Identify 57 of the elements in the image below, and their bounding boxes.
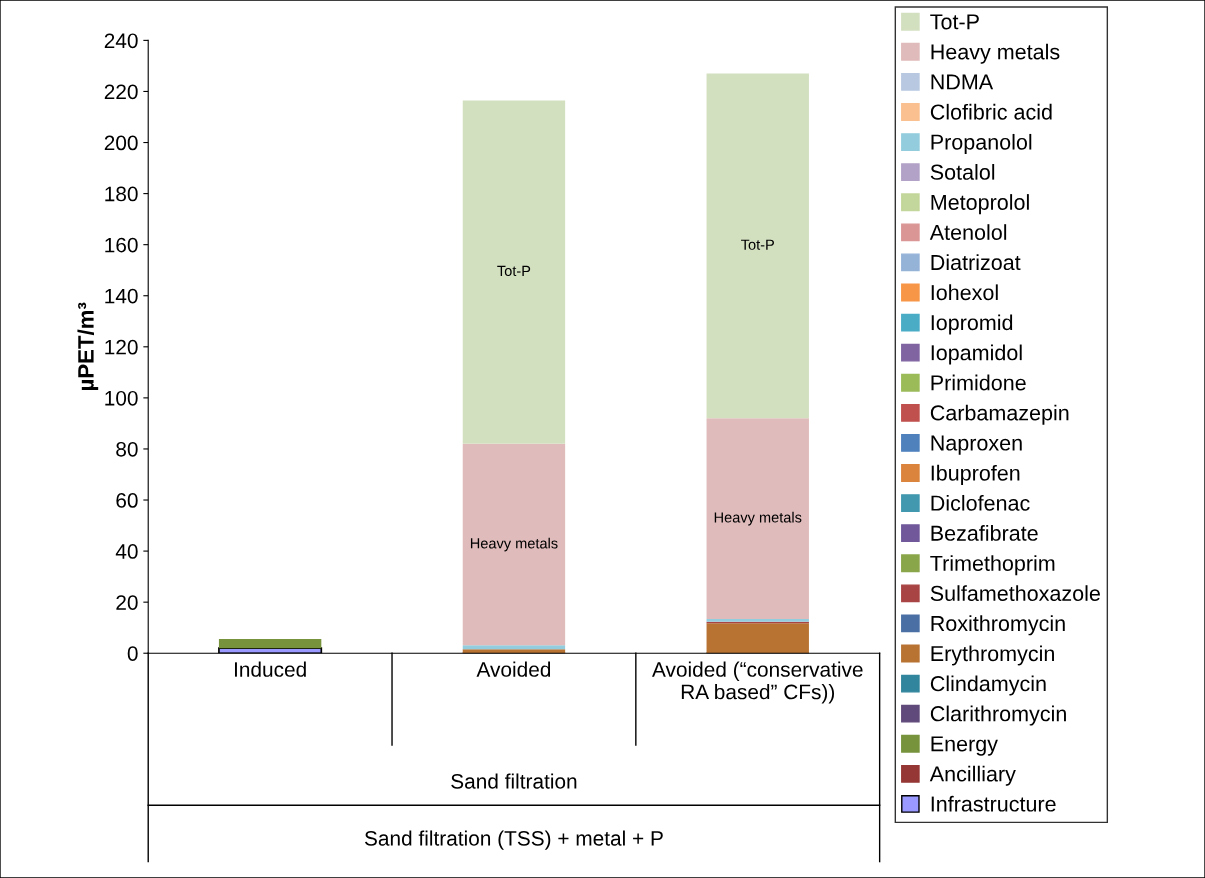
- legend-label: Propanolol: [931, 133, 1032, 154]
- legend-label: Clindamycin: [930, 675, 1046, 696]
- y-tick-label: 100: [105, 390, 138, 406]
- bar: [706, 73, 809, 419]
- x-tick-label: Avoided: [476, 661, 551, 677]
- data-label: Tot-P: [741, 239, 774, 250]
- y-tick-label: 160: [105, 237, 138, 253]
- legend-label: Diclofenac: [931, 494, 1030, 511]
- data-label: Heavy metals: [470, 537, 558, 552]
- legend-label: NDMA: [931, 74, 994, 90]
- legend-label: Atenolol: [929, 224, 1007, 241]
- bar: [462, 443, 566, 646]
- legend-label: Clarithromycin: [930, 705, 1066, 726]
- y-tick-label: 220: [104, 84, 138, 100]
- y-tick-label: 40: [115, 544, 138, 559]
- legend-label: Carbamazepin: [930, 404, 1069, 425]
- legend-label: Roxithromycin: [931, 615, 1065, 636]
- y-tick-label: 240: [104, 33, 138, 49]
- x-tick-label: Avoided (“conservative RA based” CFs)): [652, 661, 863, 704]
- legend-label: Naproxen: [931, 435, 1022, 455]
- text: Sand filtration (TSS) + metal + P: [364, 830, 663, 850]
- bar: [462, 100, 566, 444]
- legend-label: Ibuprofen: [931, 464, 1020, 485]
- y-axis-title: µPET/m³: [77, 302, 99, 391]
- text: Sand filtration: [451, 773, 577, 789]
- bar: [462, 645, 566, 650]
- bar: [218, 638, 322, 649]
- legend-label: Sulfamethoxazole: [930, 585, 1100, 602]
- legend-label: Erythromycin: [931, 645, 1054, 666]
- legend-label: Iopromid: [931, 314, 1013, 335]
- legend-label: Clofibric acid: [930, 103, 1052, 120]
- legend-label: Trimethoprim: [930, 555, 1055, 576]
- legend-label: Tot-P: [930, 14, 979, 30]
- bar: [706, 623, 809, 654]
- legend-label: Infrastructure: [931, 795, 1056, 812]
- y-tick-label: 180: [105, 186, 138, 202]
- legend-label: Energy: [931, 736, 998, 756]
- y-tick-label: 60: [116, 493, 138, 508]
- data-label: Heavy metals: [714, 511, 802, 526]
- y-tick-label: 200: [104, 135, 138, 151]
- legend-label: Metoprolol: [931, 194, 1029, 215]
- y-tick-label: 0: [127, 646, 138, 661]
- x-tick-label: Induced: [234, 661, 306, 677]
- legend-label: Bezafibrate: [931, 525, 1038, 541]
- y-tick-label: 80: [116, 441, 138, 457]
- legend-label: Ancilliary: [929, 765, 1016, 786]
- y-tick-label: 140: [105, 288, 138, 304]
- y-tick-label: 20: [116, 595, 138, 610]
- bar: [706, 418, 809, 620]
- y-tick-label: 120: [105, 339, 138, 355]
- legend-label: Iopamidol: [931, 344, 1022, 365]
- legend-label: Diatrizoat: [931, 254, 1021, 271]
- legend-label: Sotalol: [930, 164, 995, 180]
- legend-label: Primidone: [931, 374, 1026, 391]
- data-label: Tot-P: [497, 265, 531, 277]
- legend-label: Heavy metals: [931, 43, 1060, 64]
- legend-label: Iohexol: [931, 284, 998, 301]
